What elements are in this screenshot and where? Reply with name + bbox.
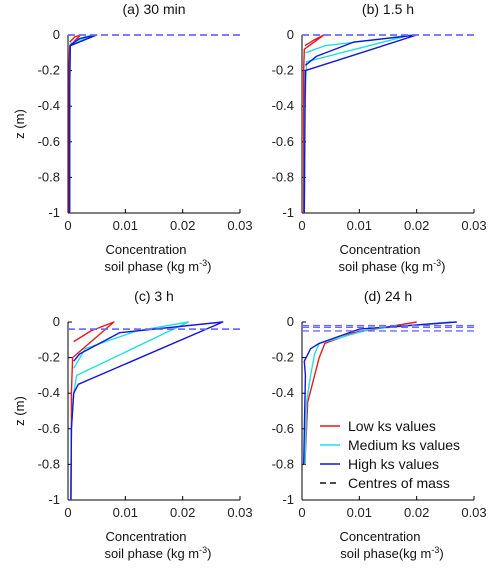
y-axis-label: z (m) bbox=[12, 396, 27, 426]
series-line-med bbox=[304, 321, 452, 465]
x-tick-label: 0.01 bbox=[113, 218, 138, 233]
series-line-high bbox=[303, 321, 457, 465]
chart-title: (d) 24 h bbox=[364, 288, 412, 304]
y-tick-label: -0.2 bbox=[38, 63, 60, 78]
y-tick-label: -0.2 bbox=[272, 350, 294, 365]
legend-label: High ks values bbox=[348, 456, 439, 472]
x-tick-label: 0 bbox=[64, 505, 71, 520]
x-tick-label: 0.03 bbox=[461, 218, 486, 233]
y-tick-label: -0.8 bbox=[38, 169, 60, 184]
series-line-med bbox=[303, 34, 412, 214]
y-tick-label: -0.2 bbox=[38, 350, 60, 365]
y-tick-label: -1 bbox=[48, 492, 60, 507]
chart-title: (a) 30 min bbox=[122, 1, 185, 17]
x-tick-label: 0.01 bbox=[347, 218, 372, 233]
series-line-high bbox=[68, 34, 98, 213]
x-axis-label: Concentration bbox=[340, 529, 421, 544]
y-tick-label: -1 bbox=[282, 205, 294, 220]
legend-label: Medium ks values bbox=[348, 437, 460, 453]
x-tick-label: 0 bbox=[298, 505, 305, 520]
y-tick-label: -0.8 bbox=[272, 169, 294, 184]
legend: Low ks values Medium ks values High ks val… bbox=[320, 418, 460, 491]
legend-label: Low ks values bbox=[348, 418, 436, 434]
series-line-high bbox=[70, 321, 224, 501]
series-line-low bbox=[70, 321, 115, 501]
y-tick-label: 0 bbox=[53, 314, 60, 329]
x-tick-label: 0.02 bbox=[404, 505, 429, 520]
y-tick-label: -1 bbox=[282, 492, 294, 507]
chart-title: (b) 1.5 h bbox=[362, 1, 414, 17]
y-tick-label: -0.4 bbox=[272, 98, 294, 113]
y-axis-label: z (m) bbox=[12, 109, 27, 139]
y-tick-label: 0 bbox=[287, 27, 294, 42]
chart-panel-2: 0 -0.2 -0.4 -0.6 -0.8 -1 0 0.01 0.02 0.03 (b) 1.5 … bbox=[272, 1, 487, 274]
x-axis-label: Concentration bbox=[106, 242, 187, 257]
y-tick-label: -0.6 bbox=[38, 421, 60, 436]
y-tick-label: -0.6 bbox=[38, 134, 60, 149]
y-tick-label: -0.8 bbox=[38, 456, 60, 471]
x-axis-label: Concentration bbox=[106, 529, 187, 544]
y-tick-label: -0.4 bbox=[38, 385, 60, 400]
x-tick-label: 0.03 bbox=[461, 505, 486, 520]
x-tick-label: 0.03 bbox=[227, 505, 252, 520]
x-axis-unit-label: soil phase (kg m-3) bbox=[104, 545, 211, 561]
y-tick-label: -0.4 bbox=[38, 98, 60, 113]
x-axis-unit-label: soil phase (kg m-3) bbox=[338, 258, 445, 274]
y-tick-label: 0 bbox=[287, 314, 294, 329]
x-tick-label: 0 bbox=[298, 218, 305, 233]
x-tick-label: 0.02 bbox=[404, 218, 429, 233]
series-line-med bbox=[68, 34, 93, 213]
x-tick-label: 0.01 bbox=[113, 505, 138, 520]
x-axis-unit-label: soil phase (kg m-3) bbox=[104, 258, 211, 274]
y-tick-label: -0.6 bbox=[272, 134, 294, 149]
series-line-high bbox=[303, 34, 418, 214]
x-tick-label: 0 bbox=[64, 218, 71, 233]
x-axis-label: Concentration bbox=[340, 242, 421, 257]
x-tick-label: 0.02 bbox=[170, 505, 195, 520]
chart-panel-3: 0 -0.2 -0.4 -0.6 -0.8 -1 0 0.01 0.02 0.03 (c) 3 h C… bbox=[12, 288, 253, 561]
x-axis-unit-label: soil phase(kg m-3) bbox=[340, 545, 443, 561]
x-tick-label: 0.01 bbox=[347, 505, 372, 520]
legend-label: Centres of mass bbox=[348, 475, 450, 491]
y-tick-label: -0.2 bbox=[272, 63, 294, 78]
y-tick-label: -0.4 bbox=[272, 385, 294, 400]
x-tick-label: 0.03 bbox=[227, 218, 252, 233]
chart-panel-1: 0 -0.2 -0.4 -0.6 -0.8 -1 0 0.01 0.02 0.03 (a) 30 m… bbox=[12, 1, 253, 274]
chart-panel-4: 0 -0.2 -0.4 -0.6 -0.8 -1 0 0.01 0.02 0.03 (d) 24 h… bbox=[272, 288, 487, 561]
series-line-low bbox=[304, 321, 417, 465]
series-line-low bbox=[68, 34, 82, 213]
x-tick-label: 0.02 bbox=[170, 218, 195, 233]
y-tick-label: -1 bbox=[48, 205, 60, 220]
chart-title: (c) 3 h bbox=[134, 288, 174, 304]
y-tick-label: -0.8 bbox=[272, 456, 294, 471]
y-tick-label: -0.6 bbox=[272, 421, 294, 436]
y-tick-label: 0 bbox=[53, 27, 60, 42]
series-line-low bbox=[303, 34, 325, 213]
